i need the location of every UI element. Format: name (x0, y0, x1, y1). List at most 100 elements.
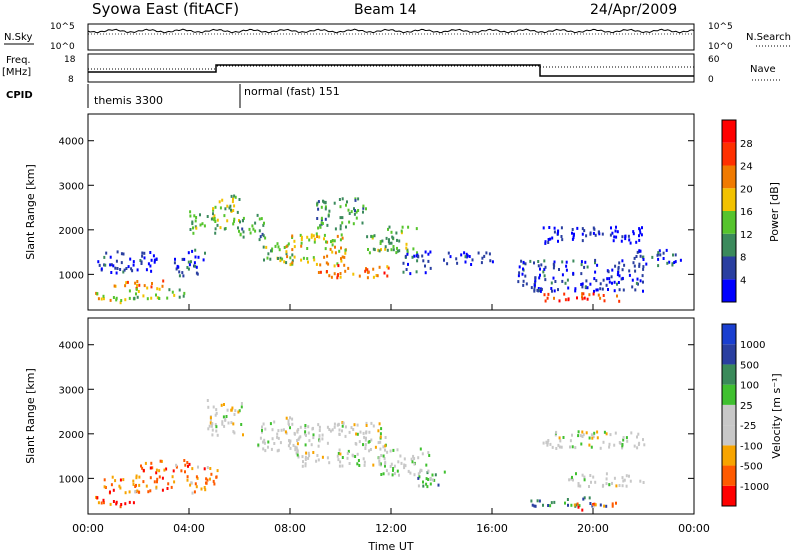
cpid-label: CPID (6, 90, 33, 101)
data-cell (178, 274, 181, 278)
data-cell (364, 443, 367, 447)
data-cell (254, 229, 257, 233)
data-cell (531, 503, 534, 507)
data-cell (594, 480, 597, 484)
data-cell (312, 433, 315, 437)
data-cell (124, 491, 127, 495)
data-cell (103, 485, 106, 489)
data-cell (206, 399, 209, 402)
data-cell (120, 261, 123, 265)
data-cell (588, 293, 591, 297)
data-cell (259, 436, 262, 440)
data-cell (420, 469, 423, 473)
data-cell (205, 477, 208, 481)
data-cell (537, 289, 540, 293)
data-cell (370, 438, 373, 442)
data-cell (366, 276, 369, 280)
data-cell (149, 466, 152, 470)
data-cell (543, 293, 546, 297)
data-cell (233, 217, 236, 221)
data-cell (115, 500, 118, 504)
data-cell (364, 269, 367, 273)
data-cell (347, 266, 350, 270)
data-cell (150, 461, 153, 465)
data-cell (405, 242, 408, 246)
data-cell (307, 456, 310, 460)
data-cell (333, 264, 336, 268)
data-cell (242, 235, 245, 239)
data-cell (219, 226, 222, 230)
data-cell (368, 251, 371, 255)
data-cell (599, 282, 602, 286)
colorbar-tick-label: 4 (740, 275, 746, 286)
data-cell (607, 270, 610, 274)
data-cell (95, 291, 98, 295)
data-cell (606, 277, 609, 281)
data-cell (102, 297, 105, 301)
data-cell (605, 432, 608, 436)
data-cell (564, 501, 566, 505)
data-cell (384, 247, 387, 251)
data-cell (571, 228, 574, 231)
data-cell (234, 195, 237, 199)
data-cell (209, 477, 211, 481)
data-cell (390, 462, 393, 466)
data-cell (594, 233, 597, 237)
data-cell (214, 227, 217, 231)
data-cell (187, 260, 190, 264)
data-cell (192, 231, 195, 235)
data-cell (156, 477, 159, 481)
data-cell (616, 273, 619, 277)
data-cell (194, 264, 197, 268)
data-cell (353, 212, 356, 216)
data-cell (220, 403, 223, 407)
data-cell (628, 273, 631, 277)
data-cell (544, 278, 547, 282)
data-cell (413, 457, 416, 461)
data-cell (370, 234, 373, 238)
data-cell (520, 259, 523, 263)
data-cell (323, 255, 326, 259)
data-cell (184, 470, 186, 474)
data-cell (325, 261, 328, 265)
data-cell (279, 259, 282, 263)
data-cell (602, 278, 605, 282)
data-cell (580, 283, 583, 286)
data-cell (242, 216, 245, 220)
data-cell (300, 241, 303, 245)
data-cell (229, 204, 232, 208)
data-cell (119, 268, 122, 271)
data-cell (288, 423, 290, 427)
data-cell (642, 258, 645, 261)
data-cell (276, 432, 279, 436)
data-cell (316, 217, 319, 220)
data-cell (392, 245, 395, 248)
data-cell (219, 206, 222, 210)
data-cell (589, 231, 592, 235)
data-cell (375, 274, 378, 277)
data-cell (373, 248, 376, 252)
data-cell (400, 461, 403, 465)
y-tick-label: 1000 (59, 270, 84, 281)
sky-left-tick-top: 10^5 (50, 22, 75, 32)
data-cell (592, 231, 595, 235)
data-cell (570, 503, 573, 507)
data-cell (609, 233, 612, 237)
data-cell (571, 231, 573, 235)
data-cell (156, 296, 159, 300)
data-cell (666, 261, 669, 265)
power-colorbar: 28 24 20 16 12 8 4 (721, 119, 753, 303)
data-cell (109, 490, 111, 494)
data-cell (136, 268, 139, 272)
data-cell (226, 408, 229, 412)
data-cell (308, 238, 311, 242)
data-cell (633, 444, 636, 448)
data-cell (625, 474, 628, 478)
data-cell (293, 255, 296, 259)
data-cell (264, 236, 267, 240)
colorbar-swatch (722, 233, 736, 257)
data-cell (228, 206, 231, 210)
data-cell (633, 264, 636, 268)
